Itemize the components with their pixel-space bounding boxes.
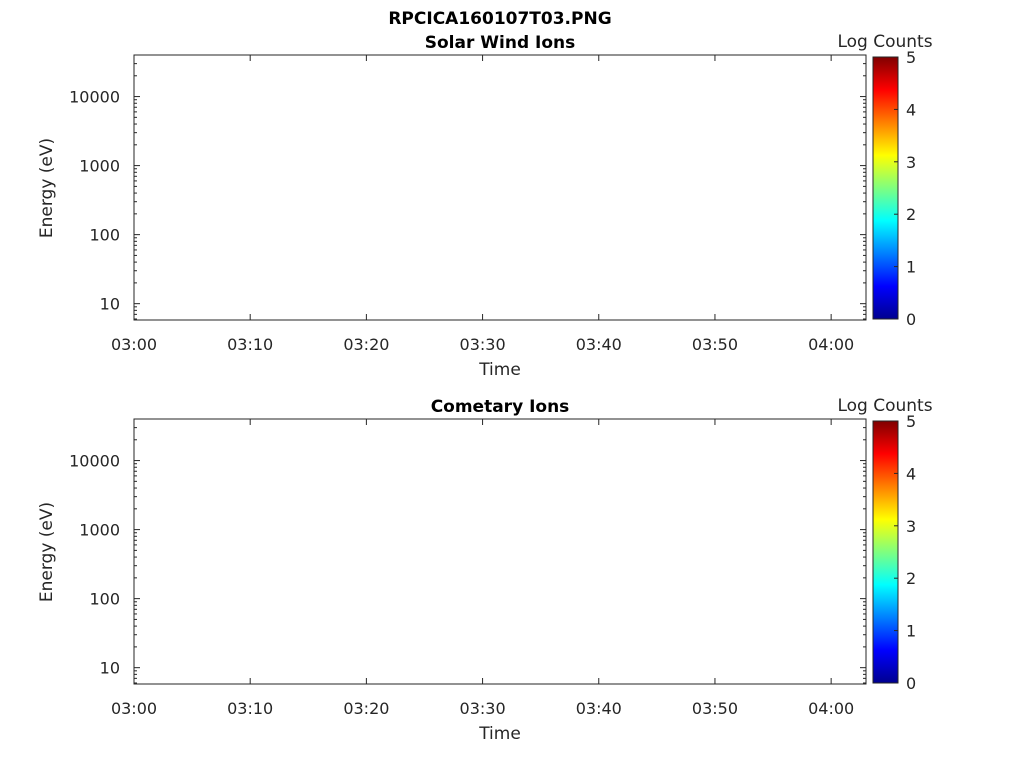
x-tick-label: 03:00 (111, 335, 157, 354)
colorbar-tick-label: 5 (906, 48, 916, 67)
x-axis-label: Time (478, 360, 521, 380)
x-tick-label: 03:30 (460, 699, 506, 718)
x-tick-label: 04:00 (808, 335, 854, 354)
colorbar-tick-label: 3 (906, 153, 916, 172)
colorbar (872, 56, 899, 320)
y-tick-label: 10 (100, 659, 120, 678)
colorbar (872, 420, 899, 684)
y-axis-label: Energy (eV) (37, 502, 57, 602)
colorbar-ticks: 0 1 2 3 4 5 (894, 412, 916, 693)
y-tick-label: 100 (89, 590, 120, 609)
y-tick-label: 10 (100, 295, 120, 314)
panel-title: Solar Wind Ions (425, 33, 576, 53)
x-tick-label: 03:40 (576, 699, 622, 718)
colorbar-tick-label: 4 (906, 100, 916, 119)
panel-title: Cometary Ions (431, 397, 570, 417)
x-tick-label: 03:40 (576, 335, 622, 354)
y-tick-label: 1000 (79, 521, 120, 540)
colorbar-tick-label: 1 (906, 258, 916, 277)
figure-title: RPCICA160107T03.PNG (388, 9, 611, 29)
plot-area (134, 419, 866, 684)
colorbar-tick-label: 2 (906, 205, 916, 224)
x-ticks: 03:00 03:10 03:20 03:30 03:40 03:50 04:00 (111, 419, 854, 718)
colorbar-label: Log Counts (837, 396, 932, 416)
plot-area (134, 55, 866, 320)
colorbar-tick-label: 2 (906, 569, 916, 588)
colorbar-tick-label: 0 (906, 674, 916, 693)
x-tick-label: 03:50 (692, 699, 738, 718)
x-tick-label: 03:20 (343, 335, 389, 354)
y-ticks: 10 100 1000 10000 (69, 418, 866, 684)
colorbar-tick-label: 4 (906, 464, 916, 483)
x-tick-label: 03:10 (227, 699, 273, 718)
colorbar-tick-label: 5 (906, 412, 916, 431)
cometary-panel: Cometary Ions 03:00 03:10 03:20 03:30 03:40 0… (37, 396, 933, 744)
colorbar-label: Log Counts (837, 32, 932, 52)
x-tick-label: 03:30 (460, 335, 506, 354)
x-ticks: 03:00 03:10 03:20 03:30 03:40 03:50 04:00 (111, 55, 854, 354)
x-tick-label: 04:00 (808, 699, 854, 718)
y-tick-label: 100 (89, 226, 120, 245)
colorbar-tick-label: 0 (906, 310, 916, 329)
y-tick-label: 10000 (69, 88, 120, 107)
colorbar-tick-label: 1 (906, 622, 916, 641)
x-tick-label: 03:50 (692, 335, 738, 354)
y-tick-label: 10000 (69, 452, 120, 471)
x-tick-label: 03:10 (227, 335, 273, 354)
x-axis-label: Time (478, 724, 521, 744)
y-tick-label: 1000 (79, 157, 120, 176)
colorbar-ticks: 0 1 2 3 4 5 (894, 48, 916, 329)
x-tick-label: 03:00 (111, 699, 157, 718)
plot-frame (133, 54, 867, 321)
y-axis-label: Energy (eV) (37, 138, 57, 238)
colorbar-tick-label: 3 (906, 517, 916, 536)
plot-frame (133, 418, 867, 685)
y-ticks: 10 100 1000 10000 (69, 54, 866, 320)
solar-wind-panel: Solar Wind Ions 03:00 03:10 03:20 03:30 03:4… (37, 32, 933, 380)
x-tick-label: 03:20 (343, 699, 389, 718)
